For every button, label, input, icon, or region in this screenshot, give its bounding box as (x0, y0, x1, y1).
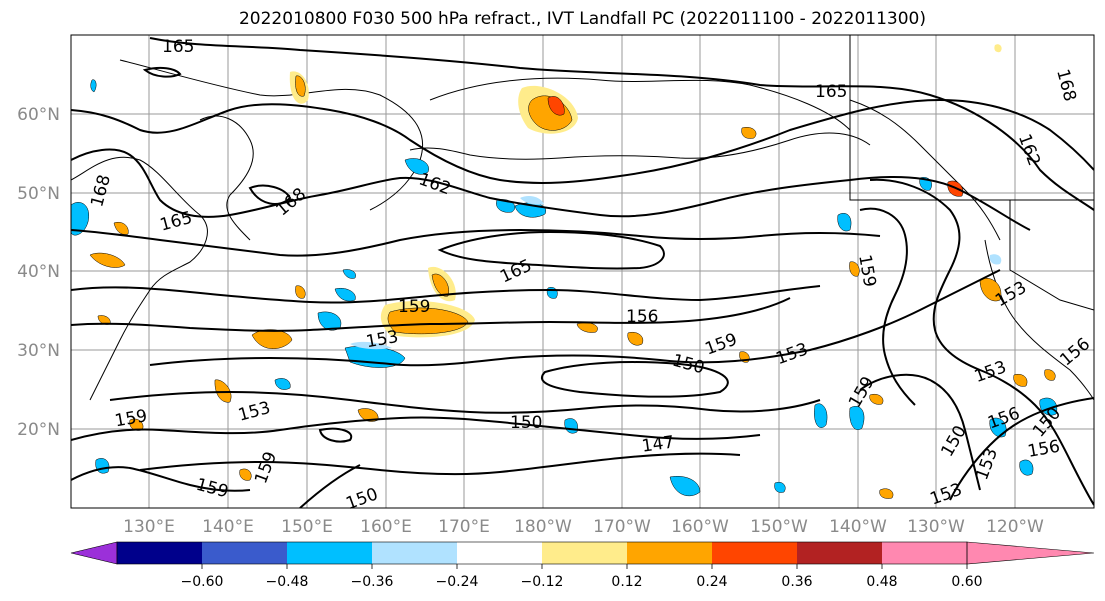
contour-label: 165 (162, 37, 194, 57)
longitude-label: 160°W (671, 517, 729, 537)
colorbar-segment (627, 542, 712, 564)
latitude-labels: 60°N 50°N 40°N 30°N 20°N (17, 105, 60, 440)
latitude-label: 20°N (17, 420, 60, 440)
map-title: 2022010800 F030 500 hPa refract., IVT La… (238, 9, 926, 29)
colorbar-ticks (201, 564, 968, 569)
longitude-label: 130°W (907, 517, 965, 537)
colorbar-segment (287, 542, 372, 564)
latitude-label: 60°N (17, 105, 60, 125)
longitude-label: 140°W (829, 517, 887, 537)
colorbar-segment (372, 542, 457, 564)
longitude-labels: 130°E 140°E 150°E 160°E 170°E 180°W 170°… (123, 517, 1044, 537)
colorbar-tick-label: 0.36 (781, 574, 812, 590)
colorbar-tick-label: 0.24 (696, 574, 727, 590)
longitude-label: 160°E (360, 517, 412, 537)
colorbar-segment (202, 542, 287, 564)
colorbar-tick-label: −0.24 (436, 574, 479, 590)
map-frame (70, 34, 1095, 509)
longitude-label: 120°W (986, 517, 1044, 537)
longitude-label: 170°E (438, 517, 490, 537)
longitude-label: 150°W (750, 517, 808, 537)
colorbar-segment (712, 542, 797, 564)
colorbar: −0.60 −0.48 −0.36 −0.24 −0.12 0.12 0.24 … (70, 541, 1095, 590)
colorbar-segment (542, 542, 627, 564)
longitude-label: 180°W (514, 517, 572, 537)
contour-label: 147 (641, 432, 676, 456)
contour-label: 156 (626, 307, 658, 327)
colorbar-segment (457, 542, 542, 564)
longitude-label: 170°W (593, 517, 651, 537)
colorbar-tick-label: 0.60 (951, 574, 982, 590)
refractivity-contours (71, 37, 1094, 508)
contour-label: 150 (510, 413, 542, 433)
colorbar-segment (797, 542, 882, 564)
longitude-label: 140°E (202, 517, 254, 537)
colorbar-extend-left (70, 541, 118, 565)
contour-label: 165 (815, 82, 847, 102)
latitude-label: 50°N (17, 184, 60, 204)
colorbar-tick-label: 0.48 (866, 574, 897, 590)
colorbar-tick-label: −0.48 (266, 574, 309, 590)
colorbar-tick-label: −0.12 (521, 574, 564, 590)
longitude-label: 150°E (281, 517, 333, 537)
contour-label: 159 (398, 297, 430, 317)
colorbar-tick-label: 0.12 (611, 574, 642, 590)
colorbar-segment (117, 542, 202, 564)
latitude-label: 40°N (17, 262, 60, 282)
colorbar-segment (882, 542, 967, 564)
colorbar-extend-right (966, 541, 1095, 565)
colorbar-tick-label: −0.36 (351, 574, 394, 590)
latitude-label: 30°N (17, 341, 60, 361)
ivt-light-negative-shading (350, 196, 1002, 350)
longitude-label: 130°E (123, 517, 175, 537)
colorbar-tick-label: −0.60 (181, 574, 224, 590)
gridlines (71, 35, 1094, 508)
